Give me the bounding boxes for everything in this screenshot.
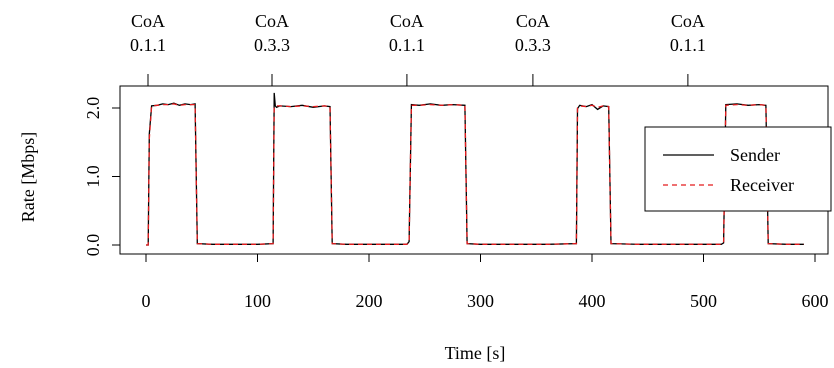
- series-line-receiver: [146, 103, 804, 246]
- top-tick-label-line2: 0.1.1: [670, 35, 706, 55]
- top-axis: CoA 0.1.1 CoA 0.3.3 CoA 0.1.1 CoA 0.3.3 CoA 0.1.1: [130, 11, 706, 87]
- x-tick-label: 100: [244, 291, 271, 311]
- top-tick-label-line1: CoA: [390, 11, 424, 31]
- x-tick-label: 600: [802, 291, 829, 311]
- top-tick-label-line1: CoA: [131, 11, 165, 31]
- top-tick-label-line1: CoA: [255, 11, 289, 31]
- y-tick-label: 0.0: [83, 234, 103, 257]
- y-tick-label: 2.0: [83, 97, 103, 120]
- y-tick-label: 1.0: [83, 165, 103, 188]
- x-tick-label: 0: [142, 291, 151, 311]
- x-axis-title: Time [s]: [445, 343, 506, 363]
- legend-label-receiver: Receiver: [730, 175, 794, 195]
- top-tick-label-line1: CoA: [671, 11, 705, 31]
- x-tick-label: 400: [579, 291, 606, 311]
- top-tick-label-line2: 0.3.3: [254, 35, 290, 55]
- legend-box: [644, 126, 832, 212]
- y-axis: 0.0 1.0 2.0: [83, 97, 121, 257]
- y-axis-title: Rate [Mbps]: [18, 132, 38, 222]
- top-tick-label-line2: 0.1.1: [130, 35, 166, 55]
- x-tick-label: 300: [467, 291, 494, 311]
- top-tick-label-line2: 0.3.3: [515, 35, 551, 55]
- legend: Sender Receiver: [644, 126, 832, 212]
- legend-label-sender: Sender: [730, 145, 780, 165]
- series-layer: [146, 92, 804, 246]
- x-axis: 0 100 200 300 400 500 600: [142, 253, 829, 311]
- x-tick-label: 500: [690, 291, 717, 311]
- top-tick-label-line2: 0.1.1: [389, 35, 425, 55]
- top-tick-label-line1: CoA: [516, 11, 550, 31]
- x-tick-label: 200: [356, 291, 383, 311]
